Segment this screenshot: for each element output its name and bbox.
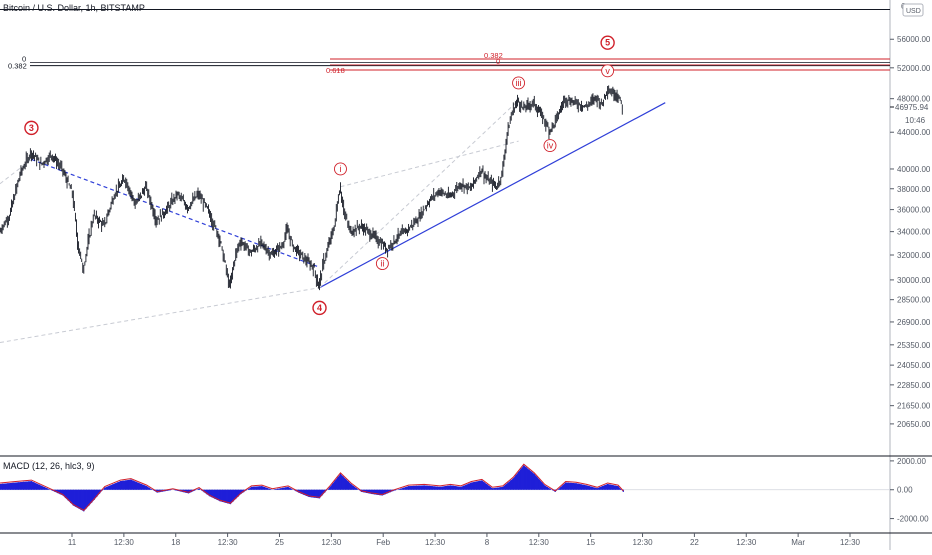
price-tick-label: 20650.00	[897, 420, 931, 429]
price-axis: 56000.00 52000.00 48000.00 44000.00 40000.00…	[890, 2, 931, 429]
price-tick-label: 56000.00	[897, 35, 931, 44]
countdown-label: 10:46	[905, 116, 926, 125]
usd-badge-box	[902, 3, 924, 17]
macd-axis: 2000.00 0.00 -2000.00	[890, 457, 929, 524]
wave-label: i	[339, 164, 341, 174]
rising-support-trendline	[319, 102, 666, 289]
fib-zero-label: 0	[22, 55, 26, 64]
time-tick-label: 18	[171, 538, 180, 547]
wave-label: iii	[516, 78, 522, 88]
price-tick-label: 40000.00	[897, 165, 931, 174]
wave-label: 4	[317, 303, 322, 313]
time-tick-label: Feb	[376, 538, 390, 547]
usd-badge-label: USD	[906, 8, 921, 15]
price-tick-label: 44000.00	[897, 128, 931, 137]
fib-zero-label: 0	[496, 57, 500, 66]
macd-tick-label: 0.00	[897, 486, 913, 495]
price-tick-label: 30000.00	[897, 276, 931, 285]
last-price-label: 46975.94	[895, 103, 929, 112]
price-tick-label: 21650.00	[897, 402, 931, 411]
fib-level-label: 0.382	[484, 51, 503, 60]
wave-label-circle	[601, 64, 615, 78]
wave-3-4-dashed-line	[31, 158, 320, 268]
time-tick-label: 12:30	[529, 538, 550, 547]
price-tick-label: 36000.00	[897, 206, 931, 215]
usd-badge[interactable]: USD	[902, 3, 924, 17]
macd-histogram	[0, 465, 624, 512]
time-axis: 11 12:30 18 12:30 25 12:30 Feb 12:30 8 12:30 15 12:…	[68, 533, 861, 547]
price-tick-label: 25350.00	[897, 341, 931, 350]
wave-label: ii	[380, 259, 384, 269]
time-tick-label: 11	[68, 538, 77, 547]
projection-dashed-line	[319, 99, 519, 289]
price-tick-label: 24050.00	[897, 361, 931, 370]
price-tick-label: 32000.00	[897, 251, 931, 260]
time-tick-label: 25	[275, 538, 284, 547]
time-tick-label: 12:30	[633, 538, 654, 547]
macd-signal-line	[0, 463, 624, 511]
time-tick-label: 12:30	[840, 538, 861, 547]
price-tick-label: 22850.00	[897, 381, 931, 390]
time-tick-label: 12:30	[114, 538, 135, 547]
time-tick-label: 12:30	[321, 538, 342, 547]
time-tick-label: 12:30	[425, 538, 446, 547]
price-tick-label: 48000.00	[897, 95, 931, 104]
wave-label-circle	[543, 139, 557, 153]
price-tick-label: 28500.00	[897, 296, 931, 305]
macd-title: MACD (12, 26, hlc3, 9)	[3, 461, 95, 471]
projection-dashed-line	[340, 140, 519, 188]
price-tick-label: 26900.00	[897, 318, 931, 327]
projection-dashed-line	[0, 287, 320, 344]
price-tick-label: 34000.00	[897, 228, 931, 237]
wave-label: iv	[547, 141, 554, 151]
wave-label-circle	[24, 120, 39, 136]
macd-tick-label: -2000.00	[897, 515, 929, 524]
wave-label-circle	[334, 162, 347, 176]
fib-level-label: 0.618	[326, 66, 345, 75]
chart-title: Bitcoin / U.S. Dollar, 1h, BITSTAMP	[3, 3, 145, 13]
wave-label-circle	[375, 257, 389, 270]
macd-pane	[0, 463, 890, 512]
time-tick-label: 12:30	[218, 538, 239, 547]
candles	[0, 85, 623, 291]
fib-level-label: 0.382	[8, 62, 27, 71]
time-tick-label: 22	[690, 538, 699, 547]
wave-label: 3	[29, 123, 34, 133]
wave-label-circle	[312, 300, 327, 316]
wave-label-circle	[512, 76, 526, 90]
macd-tick-label: 2000.00	[897, 457, 926, 466]
time-tick-label: 15	[586, 538, 595, 547]
time-tick-label: 12:30	[736, 538, 757, 547]
trendlines	[0, 99, 666, 344]
wave-label-circle	[600, 35, 615, 50]
price-tick-label: 52000.00	[897, 64, 931, 73]
price-tick-label: 38000.00	[897, 185, 931, 194]
wave-label: 5	[605, 38, 610, 48]
wave-label: v	[605, 66, 610, 76]
time-tick-label: Mar	[791, 538, 805, 547]
time-tick-label: 8	[485, 538, 490, 547]
